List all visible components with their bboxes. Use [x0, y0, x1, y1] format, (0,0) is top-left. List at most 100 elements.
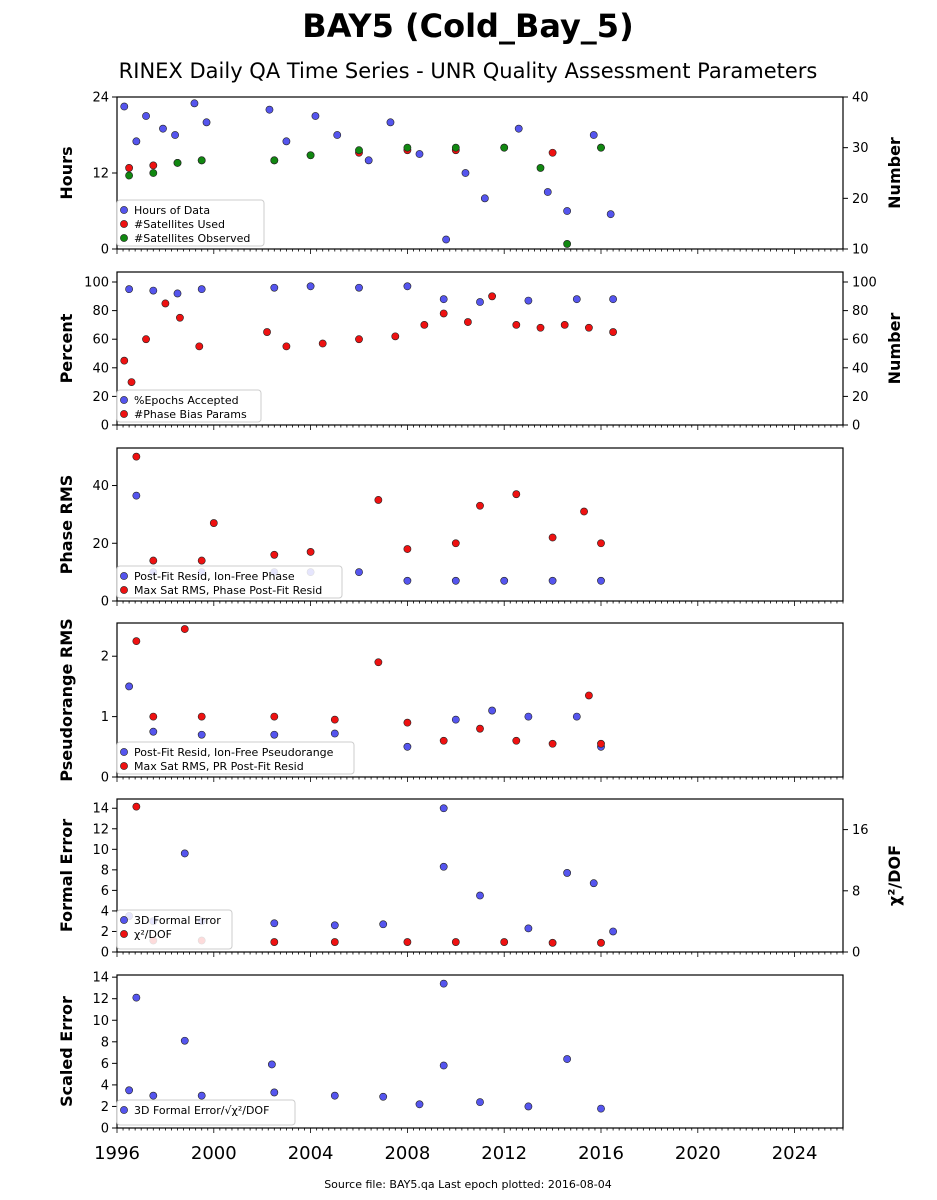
data-point [563, 869, 572, 877]
legend-box [116, 199, 265, 247]
data-point [548, 576, 557, 585]
data-point [580, 507, 588, 516]
legend-label: Post-Fit Resid, Ion-Free Pseudorange [134, 746, 334, 759]
data-point [270, 919, 279, 928]
x-tick-label: 2000 [191, 1143, 237, 1164]
x-tick-label: 2012 [481, 1143, 527, 1164]
y-tick-label: 40 [92, 479, 109, 494]
data-point [476, 298, 484, 306]
data-point [374, 658, 383, 667]
legend-marker [120, 762, 128, 770]
data-point [173, 289, 182, 298]
data-point [420, 321, 429, 329]
data-point [149, 161, 158, 170]
legend-label: 3D Formal Error/√χ²/DOF [134, 1104, 269, 1117]
series-3d-formal-error-dof [125, 979, 605, 1113]
y-tick-label: 12 [92, 167, 109, 182]
data-point [197, 712, 206, 721]
legend-marker [120, 916, 128, 924]
data-point [560, 321, 569, 329]
legend-marker [120, 396, 128, 404]
data-point [330, 1091, 339, 1100]
data-point [451, 143, 460, 152]
data-point [403, 718, 412, 727]
panel-6: 0 2 4 6 8 10 12 14 Scaled Error 3D Formal Error/√… [57, 971, 844, 1137]
legend-label: %Epochs Accepted [134, 394, 239, 407]
data-point [536, 164, 545, 172]
data-point [149, 169, 158, 177]
data-point [476, 1098, 484, 1107]
y-tick-label: 60 [92, 333, 109, 348]
data-point [263, 328, 271, 336]
y-right-tick-label: 40 [852, 361, 869, 376]
data-point [311, 112, 320, 120]
data-point [524, 712, 533, 721]
legend-label: Max Sat RMS, PR Post-Fit Resid [134, 760, 304, 773]
data-point [132, 137, 141, 146]
y-tick-label: 14 [92, 971, 109, 986]
data-point [403, 576, 412, 585]
series--phase-bias-params [120, 292, 617, 387]
legend: Hours of Data#Satellites Used#Satellites… [116, 199, 265, 247]
data-point [597, 1104, 605, 1113]
y-tick-label: 2 [101, 650, 109, 665]
data-point [125, 164, 134, 172]
y-tick-label: 4 [101, 904, 109, 919]
data-point [282, 342, 291, 351]
legend-label: Post-Fit Resid, Ion-Free Phase [134, 570, 295, 583]
data-point [585, 691, 593, 700]
data-point [355, 335, 363, 344]
data-point [585, 323, 593, 332]
data-point [197, 730, 206, 739]
data-point [355, 568, 363, 577]
data-point [132, 802, 141, 811]
data-point [180, 849, 189, 858]
x-axis: 1996 2000 2004 2008 2012 2016 2020 2024 [94, 1143, 817, 1164]
data-point [374, 496, 383, 504]
data-point [597, 539, 605, 548]
data-point [173, 158, 182, 167]
data-point [512, 736, 521, 745]
data-point [451, 715, 460, 724]
data-point [480, 194, 489, 203]
y-axis-label: Phase RMS [57, 475, 76, 575]
legend-box [116, 389, 262, 423]
data-point [132, 993, 141, 1002]
data-point [195, 342, 204, 351]
data-point [563, 240, 572, 248]
y-right-axis-label: Number [885, 137, 904, 209]
series--epochs-accepted [125, 282, 617, 306]
y-right-tick-label: 80 [852, 304, 869, 319]
legend-label: #Phase Bias Params [134, 408, 247, 421]
chart-subtitle: RINEX Daily QA Time Series - UNR Quality… [119, 59, 818, 83]
data-point [391, 332, 400, 341]
data-point [149, 1091, 158, 1100]
data-point [379, 1092, 388, 1101]
data-point [403, 282, 412, 291]
y-tick-label: 6 [101, 1057, 109, 1072]
data-point [176, 313, 184, 322]
y-right-tick-label: 40 [852, 91, 869, 106]
data-point [270, 550, 279, 559]
data-point [132, 452, 141, 461]
legend-box [116, 1099, 296, 1126]
data-point [536, 323, 545, 332]
data-point [270, 730, 279, 739]
y-tick-label: 24 [92, 91, 109, 106]
data-point [476, 724, 484, 733]
data-point [149, 286, 158, 295]
data-point [125, 1086, 134, 1095]
data-point [318, 339, 327, 348]
data-point [442, 235, 451, 244]
data-point [209, 519, 218, 527]
data-point [563, 207, 572, 215]
legend-marker [120, 206, 128, 214]
y-tick-label: 20 [92, 390, 109, 405]
data-point [439, 979, 448, 988]
y-right-axis-label: Number [885, 313, 904, 385]
y-tick-label: 4 [101, 1078, 109, 1093]
